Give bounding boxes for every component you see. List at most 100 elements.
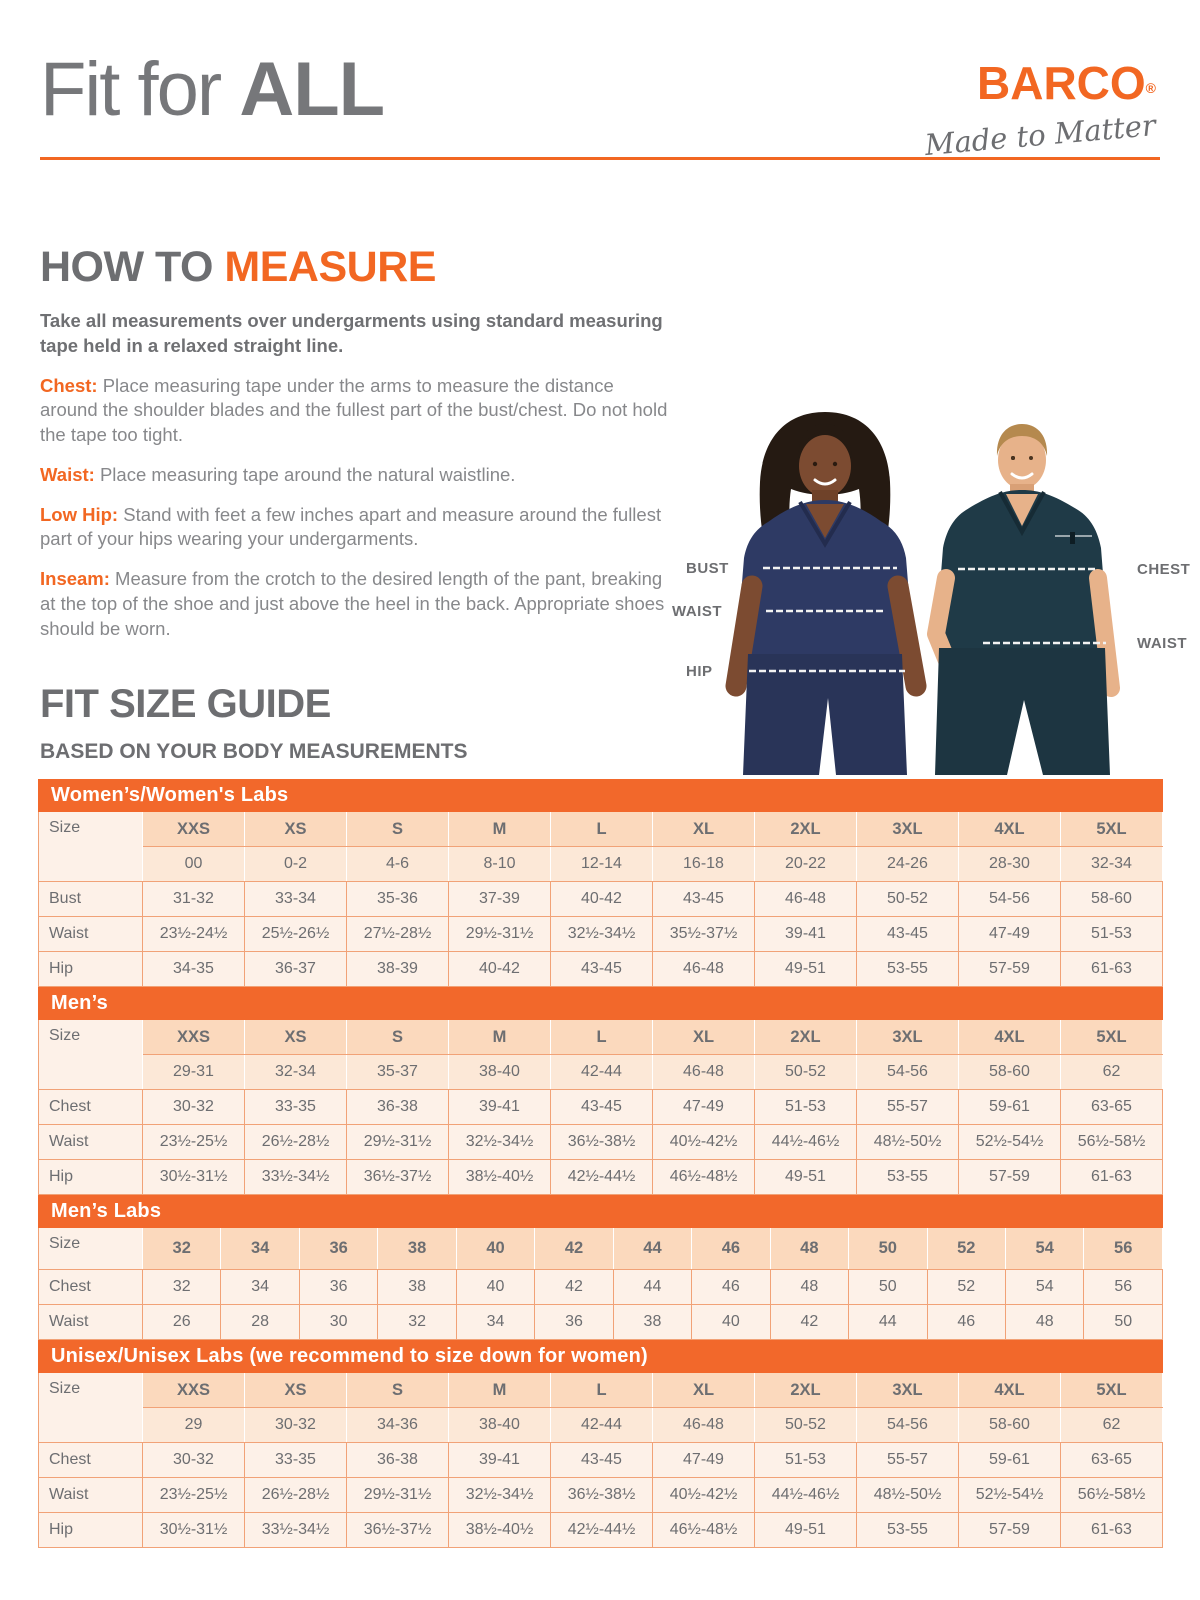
- measurement-cell: 32: [141, 1269, 222, 1305]
- size-column-header: XS: [244, 1373, 347, 1408]
- measurement-row-label: Bust: [38, 881, 143, 917]
- size-column-header: 5XL: [1060, 812, 1163, 847]
- measure-intro: Take all measurements over undergarments…: [40, 310, 663, 356]
- measurement-cell: 36½-38½: [550, 1477, 653, 1513]
- measurement-cell: 23½-25½: [142, 1477, 245, 1513]
- size-column-header: S: [346, 1020, 449, 1055]
- measurement-cell: 51-53: [1060, 916, 1163, 952]
- measurement-row-label: Waist: [38, 1304, 143, 1340]
- measurement-cell: 30½-31½: [142, 1159, 245, 1195]
- measurement-cell: 38: [612, 1304, 693, 1340]
- measurement-cell: 46-48: [754, 881, 857, 917]
- measurement-cell: 47-49: [652, 1089, 755, 1125]
- size-number-cell: 00: [142, 846, 245, 882]
- size-column-header: XL: [652, 1373, 755, 1408]
- measurement-row-label: Waist: [38, 1477, 143, 1513]
- measurement-cell: 42½-44½: [550, 1159, 653, 1195]
- measurement-cell: 48: [769, 1269, 850, 1305]
- measurement-cell: 55-57: [856, 1089, 959, 1125]
- measurement-cell: 50: [848, 1269, 928, 1305]
- measurement-cell: 44: [612, 1269, 693, 1305]
- measurement-cell: 59-61: [958, 1089, 1061, 1125]
- chest-label: CHEST: [1137, 561, 1191, 578]
- size-number-cell: 46-48: [652, 1407, 755, 1443]
- measurement-cell: 40: [455, 1269, 536, 1305]
- measure-item-label: Waist:: [40, 463, 95, 485]
- measurement-cell: 34-35: [142, 951, 245, 987]
- size-number-cell: 34-36: [346, 1407, 449, 1443]
- measurement-cell: 32½-34½: [448, 1477, 551, 1513]
- models-illustration: [725, 412, 1120, 775]
- size-number-cell: 32-34: [1060, 846, 1163, 882]
- size-column-header: 38: [377, 1228, 457, 1270]
- bust-label: BUST: [686, 560, 729, 577]
- page-title: Fit for ALL: [40, 52, 385, 128]
- size-column-header: 42: [534, 1228, 614, 1270]
- measurement-cell: 57-59: [958, 1512, 1061, 1548]
- measurement-cell: 36: [534, 1304, 614, 1340]
- measurement-cell: 44½-46½: [754, 1477, 857, 1513]
- measurement-cell: 25½-26½: [244, 916, 347, 952]
- measurement-cell: 46½-48½: [652, 1159, 755, 1195]
- size-number-cell: 30-32: [244, 1407, 347, 1443]
- size-column-header: XS: [244, 1020, 347, 1055]
- measurement-row-label: Chest: [38, 1269, 143, 1305]
- measurement-cell: 40: [691, 1304, 771, 1340]
- measurement-cell: 49-51: [754, 951, 857, 987]
- measurement-cell: 27½-28½: [346, 916, 449, 952]
- brand-tagline: Made to Matter: [923, 108, 1158, 163]
- measurement-cell: 40-42: [448, 951, 551, 987]
- measure-item-waist: Waist: Place measuring tape around the n…: [40, 463, 668, 488]
- measurement-cell: 61-63: [1060, 1159, 1163, 1195]
- registered-mark-icon: ®: [1145, 80, 1156, 96]
- size-column-header: XXS: [142, 1020, 245, 1055]
- size-column-header: L: [550, 1020, 653, 1055]
- measurement-row-label: Hip: [38, 951, 143, 987]
- measurement-cell: 42½-44½: [550, 1512, 653, 1548]
- size-number-cell: 12-14: [550, 846, 653, 882]
- measure-item-text: Measure from the crotch to the desired l…: [40, 568, 665, 639]
- measurement-row-label: Hip: [38, 1159, 143, 1195]
- size-column-header: M: [448, 1373, 551, 1408]
- measurement-cell: 26½-28½: [244, 1124, 347, 1160]
- size-column-header: XS: [244, 812, 347, 847]
- table-row: Chest 32 34 36 38 40 42 44 46 48 50 52 54 56: [38, 1269, 1163, 1305]
- measurement-cell: 56½-58½: [1060, 1124, 1163, 1160]
- measure-item-label: Low Hip:: [40, 503, 119, 525]
- table-row: Chest 30-32 33-35 36-38 39-41 43-45 47-49 51-53…: [38, 1442, 1163, 1478]
- table-section-header: Men’s: [38, 987, 1163, 1020]
- measurement-cell: 36-38: [346, 1442, 449, 1478]
- size-number-cell: 62: [1060, 1054, 1163, 1090]
- measurement-cell: 35-36: [346, 881, 449, 917]
- size-column-header: 4XL: [958, 812, 1061, 847]
- measurement-cell: 29½-31½: [448, 916, 551, 952]
- measurement-cell: 36-38: [346, 1089, 449, 1125]
- table-row: Hip 30½-31½ 33½-34½ 36½-37½ 38½-40½ 42½-44½ 46…: [38, 1159, 1163, 1195]
- measurement-cell: 33½-34½: [244, 1159, 347, 1195]
- page-title-bold: ALL: [239, 47, 385, 132]
- fit-size-guide-subheading: BASED ON YOUR BODY MEASUREMENTS: [40, 740, 468, 763]
- measure-item-label: Chest:: [40, 374, 98, 396]
- size-column-header: 48: [769, 1228, 850, 1270]
- measurement-cell: 36-37: [244, 951, 347, 987]
- measurement-cell: 43-45: [550, 1089, 653, 1125]
- measure-item-text: Place measuring tape under the arms to m…: [40, 374, 668, 446]
- measurement-cell: 61-63: [1060, 1512, 1163, 1548]
- measurement-cell: 49-51: [754, 1159, 857, 1195]
- measurement-cell: 33½-34½: [244, 1512, 347, 1548]
- measurement-cell: 32: [377, 1304, 457, 1340]
- heading-gray-part: HOW TO: [40, 243, 225, 291]
- size-number-cell: 8-10: [448, 846, 551, 882]
- measurement-cell: 46-48: [652, 951, 755, 987]
- fit-size-guide-heading: FIT SIZE GUIDE: [40, 682, 331, 726]
- measurement-cell: 26: [141, 1304, 222, 1340]
- size-number-cell: 16-18: [652, 846, 755, 882]
- brand-logo: BARCO: [977, 57, 1146, 109]
- measurement-cell: 56: [1083, 1269, 1163, 1305]
- size-column-header: 40: [455, 1228, 536, 1270]
- table-row: Chest 30-32 33-35 36-38 39-41 43-45 47-49 51-53…: [38, 1089, 1163, 1125]
- size-number-cell: 38-40: [448, 1054, 551, 1090]
- measurement-cell: 26½-28½: [244, 1477, 347, 1513]
- measurement-cell: 57-59: [958, 951, 1061, 987]
- measurement-cell: 38: [377, 1269, 457, 1305]
